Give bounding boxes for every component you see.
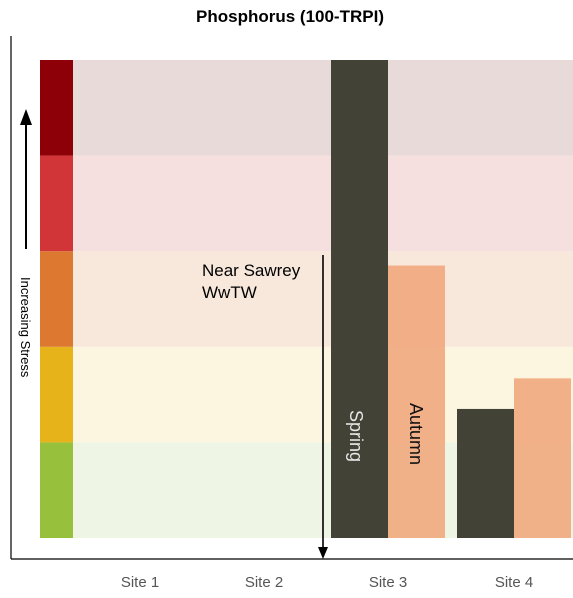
stress-axis-label: Increasing Stress (18, 277, 33, 378)
x-tick-labels: Site 1 Site 2 Site 3 Site 4 (121, 574, 533, 591)
stress-scale-segment-0 (40, 442, 73, 538)
bar-label-autumn: Autumn (406, 403, 426, 465)
stress-band-3 (73, 155, 573, 252)
bar-label-spring: Spring (346, 410, 366, 462)
x-tick-site-3: Site 3 (369, 574, 407, 591)
stress-color-scale (40, 60, 73, 538)
bar-autumn-site-4 (514, 378, 571, 538)
stress-scale-segment-2 (40, 251, 73, 347)
annotation-arrow (318, 255, 328, 559)
bars-layer (331, 60, 571, 538)
annotation-line1: Near Sawrey (202, 261, 301, 280)
bar-spring-site-4 (457, 408, 514, 538)
x-tick-site-2: Site 2 (245, 574, 283, 591)
stress-scale-segment-4 (40, 60, 73, 156)
stress-arrow (20, 109, 32, 249)
stress-band-4 (73, 60, 573, 156)
stress-scale-segment-3 (40, 155, 73, 252)
x-tick-site-1: Site 1 (121, 574, 159, 591)
chart-title: Phosphorus (100-TRPI) (196, 7, 384, 26)
x-tick-site-4: Site 4 (495, 574, 533, 591)
annotation-line2: WwTW (202, 283, 257, 302)
stress-scale-segment-1 (40, 346, 73, 443)
bar-spring-site-3 (331, 60, 388, 538)
bar-autumn-site-3 (388, 265, 445, 538)
bar-labels-layer: Spring Autumn (346, 403, 426, 465)
